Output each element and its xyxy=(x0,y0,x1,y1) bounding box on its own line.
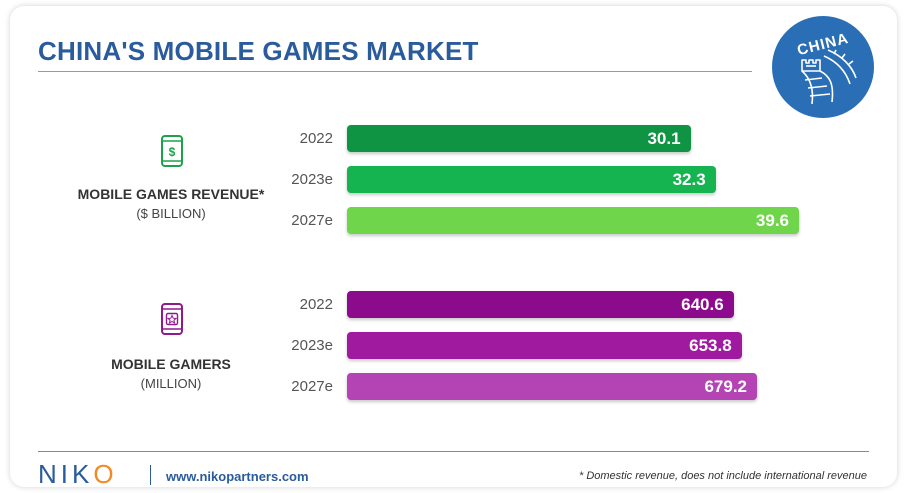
footer-separator xyxy=(150,465,151,485)
page-title: CHINA'S MOBILE GAMES MARKET xyxy=(38,36,479,66)
bar-value-label: 39.6 xyxy=(755,211,789,230)
svg-text:$: $ xyxy=(169,145,176,159)
bar xyxy=(347,166,716,193)
gamers-group-unit: (MILLION) xyxy=(140,376,202,391)
logo-text: NIK xyxy=(38,459,94,489)
bar xyxy=(347,291,734,318)
bar-category-label: 2027e xyxy=(291,378,333,395)
niko-logo: NIKO xyxy=(38,461,118,487)
infographic-frame xyxy=(10,6,897,487)
gamers-group-label: MOBILE GAMERS xyxy=(111,356,231,372)
bar xyxy=(347,373,757,400)
great-wall-icon xyxy=(801,49,857,105)
bar-category-label: 2022 xyxy=(299,296,333,313)
star-phone-icon xyxy=(161,303,183,335)
bar-category-label: 2023e xyxy=(291,171,333,188)
logo-accent-letter: O xyxy=(93,459,118,489)
bar xyxy=(347,332,742,359)
footnote: * Domestic revenue, does not include int… xyxy=(578,470,867,482)
revenue-group-label: MOBILE GAMES REVENUE* xyxy=(77,186,265,202)
title-divider xyxy=(38,71,752,72)
bar-value-label: 32.3 xyxy=(672,170,706,189)
bar-category-label: 2023e xyxy=(291,337,333,354)
footer-divider xyxy=(38,451,869,452)
dollar-phone-icon: $ xyxy=(161,135,183,167)
bar xyxy=(347,125,691,152)
bar-category-label: 2022 xyxy=(299,130,333,147)
bar-value-label: 30.1 xyxy=(647,129,681,148)
bar-value-label: 679.2 xyxy=(704,377,747,396)
bar-category-label: 2027e xyxy=(291,212,333,229)
revenue-group-unit: ($ BILLION) xyxy=(136,206,206,221)
bar-value-label: 640.6 xyxy=(681,295,724,314)
bar-value-label: 653.8 xyxy=(689,336,732,355)
website-link[interactable]: www.nikopartners.com xyxy=(166,469,309,484)
china-badge: CHINA xyxy=(772,16,874,118)
bar xyxy=(347,207,799,234)
